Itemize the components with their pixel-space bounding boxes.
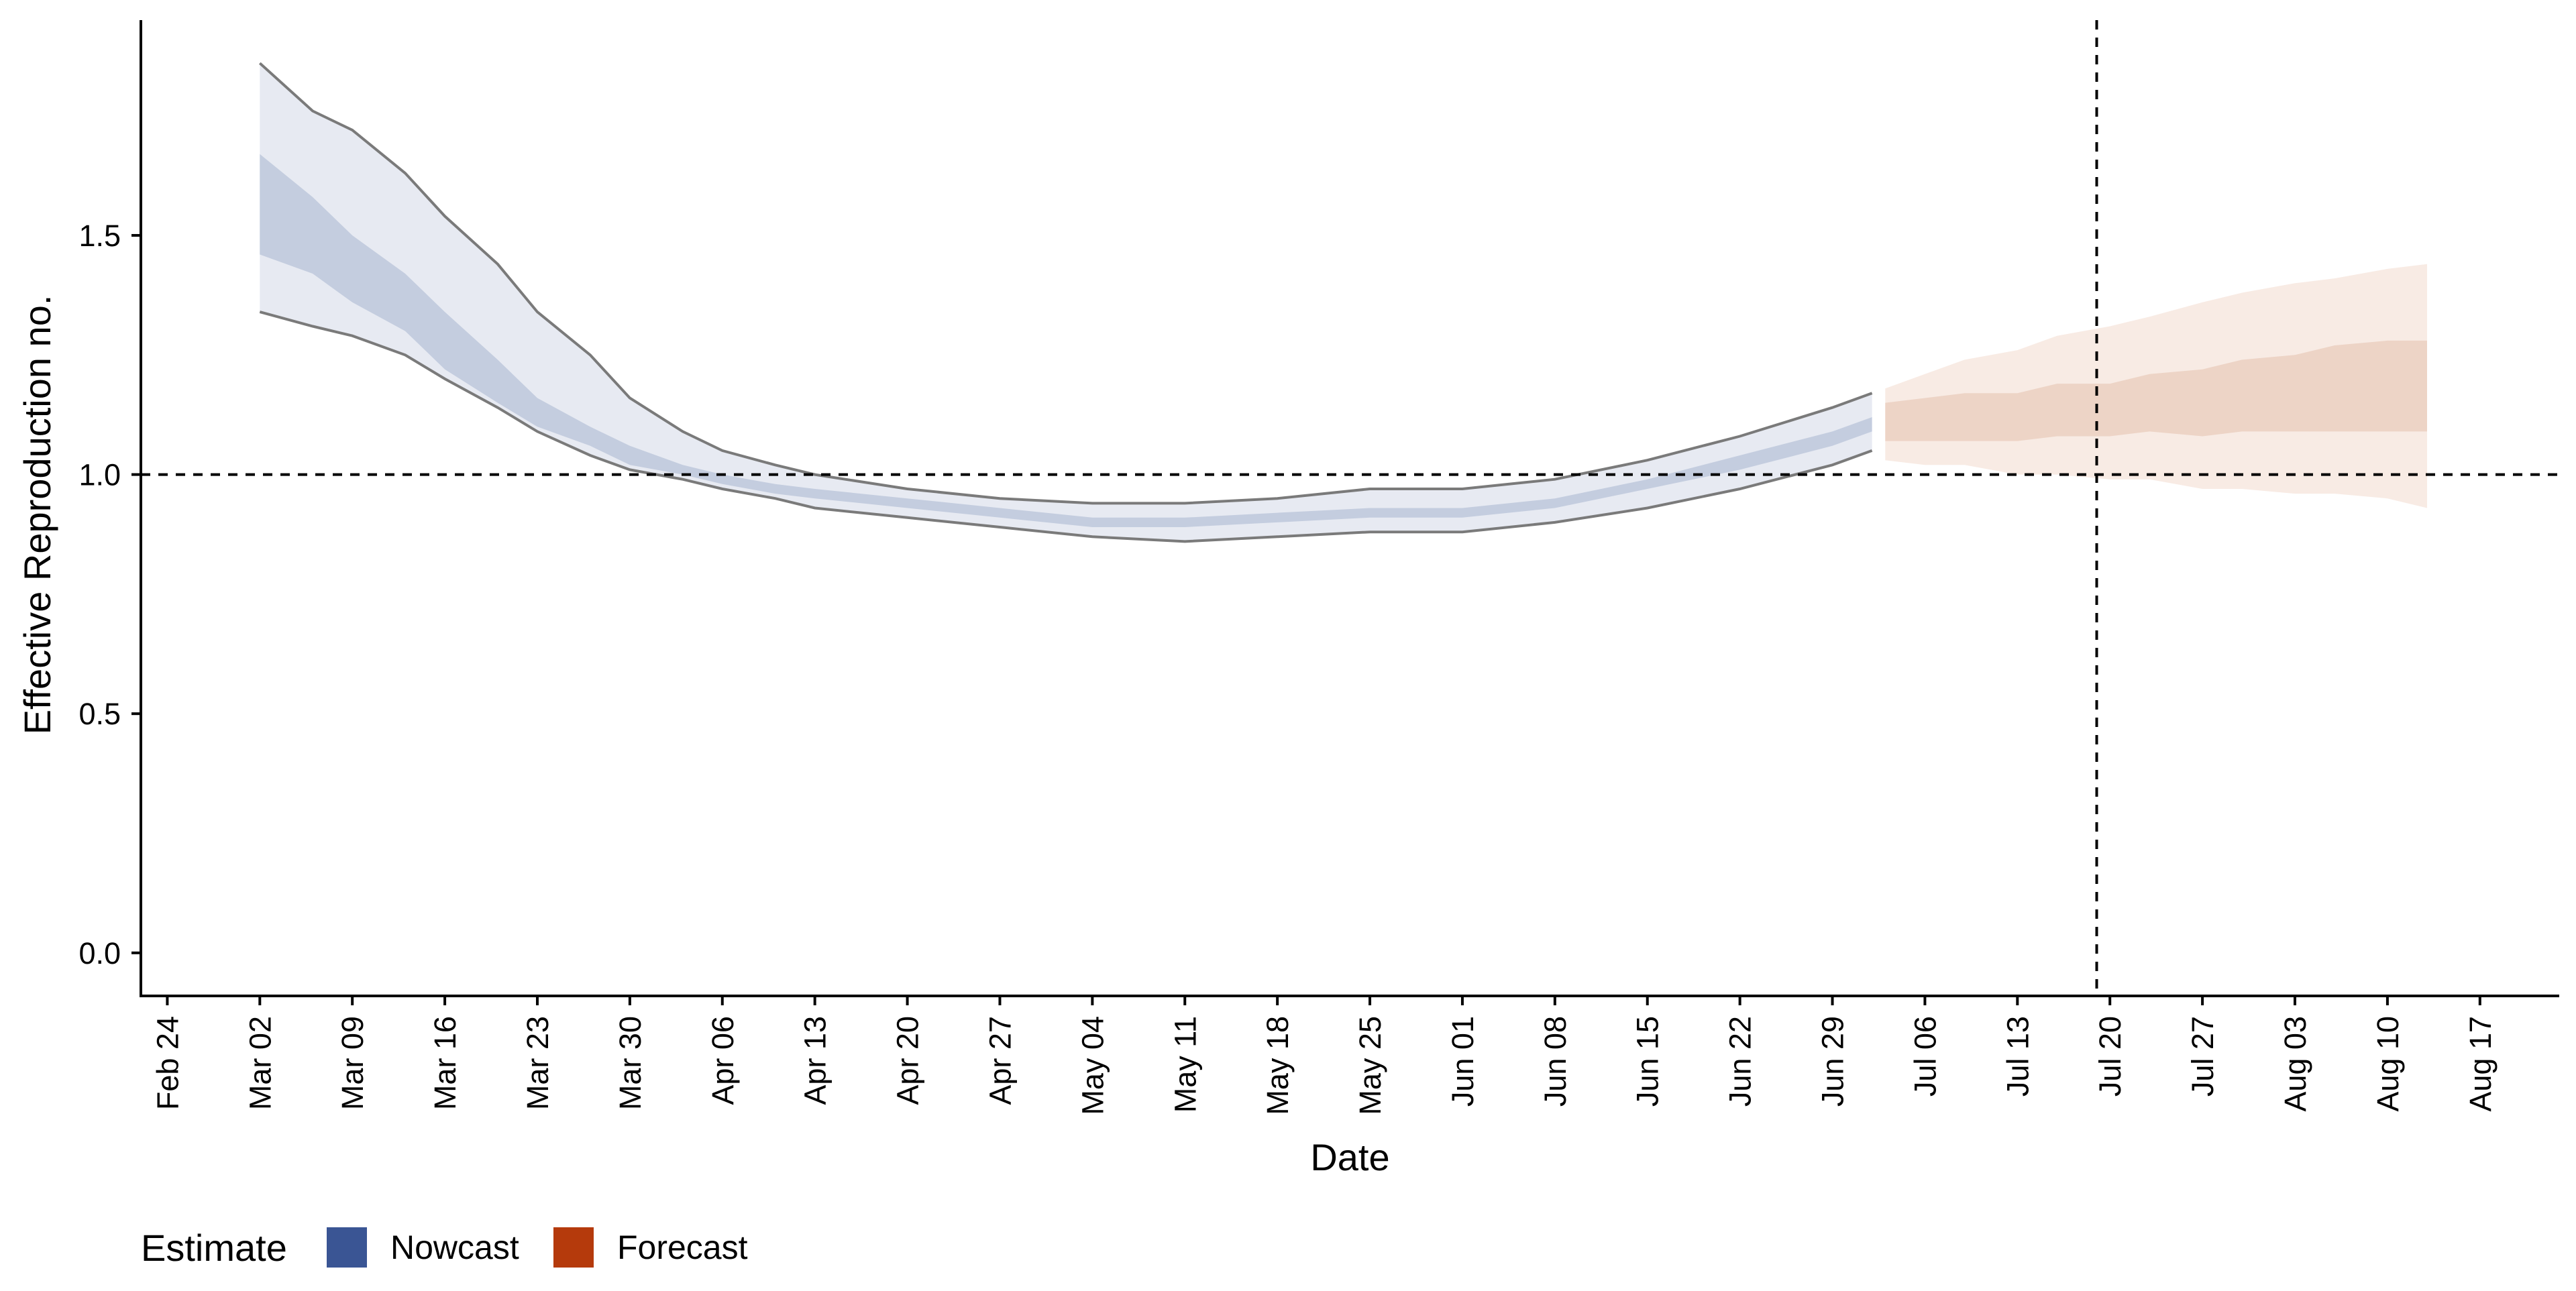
x-tick-label: Apr 27 bbox=[983, 1016, 1017, 1105]
x-tick-label: May 18 bbox=[1260, 1016, 1295, 1115]
x-tick-label: Mar 02 bbox=[243, 1016, 277, 1110]
x-tick-label: Jun 29 bbox=[1816, 1016, 1850, 1107]
legend-label-forecast: Forecast bbox=[617, 1229, 748, 1266]
x-tick-label: Jul 27 bbox=[2186, 1016, 2220, 1097]
x-tick-label: Jul 06 bbox=[1908, 1016, 1942, 1097]
x-tick-label: Mar 16 bbox=[428, 1016, 462, 1110]
x-tick-label: Apr 20 bbox=[891, 1016, 925, 1105]
x-tick-label: Jun 22 bbox=[1723, 1016, 1758, 1107]
legend-label-nowcast: Nowcast bbox=[390, 1229, 519, 1266]
x-tick-label: Mar 09 bbox=[335, 1016, 370, 1110]
y-tick-label: 0.0 bbox=[78, 936, 121, 970]
x-axis-title: Date bbox=[1310, 1136, 1389, 1178]
legend-swatch-forecast bbox=[553, 1227, 594, 1268]
x-tick-label: Apr 13 bbox=[798, 1016, 833, 1105]
x-tick-label: Aug 17 bbox=[2463, 1016, 2498, 1112]
forecast-inner-interval-band bbox=[1885, 340, 2427, 441]
x-tick-label: May 25 bbox=[1353, 1016, 1387, 1115]
axes-layer: 0.0 0.5 1.0 1.5 Feb 24 Mar 02 Mar 09 Mar 16 Mar … bbox=[16, 20, 2559, 1178]
x-tick-label: Jun 01 bbox=[1446, 1016, 1480, 1107]
x-tick-label: Jun 08 bbox=[1538, 1016, 1572, 1107]
nowcast-outer-interval-band bbox=[260, 63, 1872, 542]
legend-layer: Estimate Nowcast Forecast bbox=[141, 1227, 748, 1269]
x-tick-label: May 11 bbox=[1168, 1016, 1202, 1113]
nowcast-lower-bound-line bbox=[259, 311, 1873, 543]
bands-layer bbox=[260, 63, 2427, 542]
x-tick-label: May 04 bbox=[1075, 1016, 1110, 1115]
y-tick-label: 1.5 bbox=[78, 219, 121, 253]
y-tick-label: 1.0 bbox=[78, 458, 121, 492]
bounds-layer bbox=[258, 62, 1873, 543]
x-tick-label: Jun 15 bbox=[1631, 1016, 1665, 1107]
x-tick-label: Mar 23 bbox=[521, 1016, 555, 1110]
x-tick-label: Jul 13 bbox=[2000, 1016, 2035, 1097]
y-axis-title: Effective Reproduction no. bbox=[16, 295, 58, 735]
x-tick-label: Mar 30 bbox=[613, 1016, 647, 1110]
nowcast-upper-bound-line bbox=[258, 62, 1873, 505]
x-tick-label: Feb 24 bbox=[150, 1016, 184, 1110]
legend-title: Estimate bbox=[141, 1227, 287, 1269]
reference-lines-layer bbox=[141, 20, 2559, 996]
legend-swatch-nowcast bbox=[327, 1227, 367, 1268]
x-tick-label: Jul 20 bbox=[2093, 1016, 2127, 1097]
x-tick-label: Aug 03 bbox=[2278, 1016, 2312, 1112]
x-tick-label: Aug 10 bbox=[2371, 1016, 2405, 1112]
x-tick-label: Apr 06 bbox=[706, 1016, 740, 1105]
y-tick-label: 0.5 bbox=[78, 697, 121, 731]
